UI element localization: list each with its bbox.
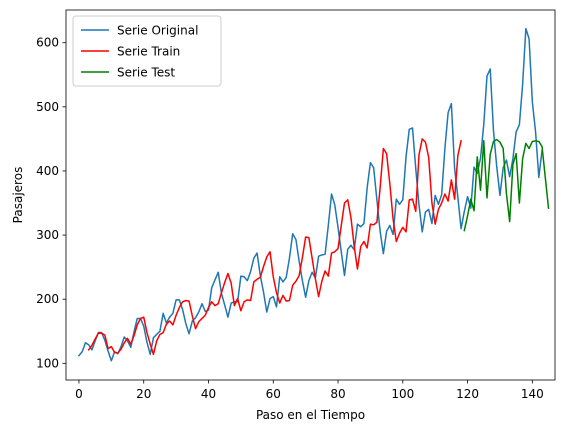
legend-label-2: Serie Train [117,45,180,59]
y-tick-label: 500 [36,100,59,114]
y-tick-label: 300 [36,228,59,242]
x-tick-label: 80 [330,387,345,401]
legend: Serie Original Serie Train Serie Test [72,15,222,87]
y-axis-title: Pasajeros [11,167,25,224]
x-tick-label: 40 [201,387,216,401]
series-line-1 [77,27,543,362]
legend-label-3: Serie Test [117,66,175,80]
plot-area [77,27,550,362]
x-tick-label: 60 [266,387,281,401]
legend-label-1: Serie Original [117,24,198,38]
series-line-3 [463,138,550,232]
y-tick-label: 400 [36,164,59,178]
y-tick-label: 100 [36,356,59,370]
x-tick-label: 100 [391,387,414,401]
axes: 0 20 40 60 80 100 120 140 100 200 300 400 500 600 [36,9,556,401]
y-tick-label: 200 [36,292,59,306]
legend-box [72,15,222,87]
x-tick-label: 20 [136,387,151,401]
x-tick-label: 0 [75,387,83,401]
plot-frame [65,9,556,381]
x-tick-label: 120 [456,387,479,401]
x-axis-title: Paso en el Tiempo [256,408,365,422]
y-tick-label: 600 [36,36,59,50]
series-line-2 [87,138,462,356]
x-tick-label: 140 [521,387,544,401]
